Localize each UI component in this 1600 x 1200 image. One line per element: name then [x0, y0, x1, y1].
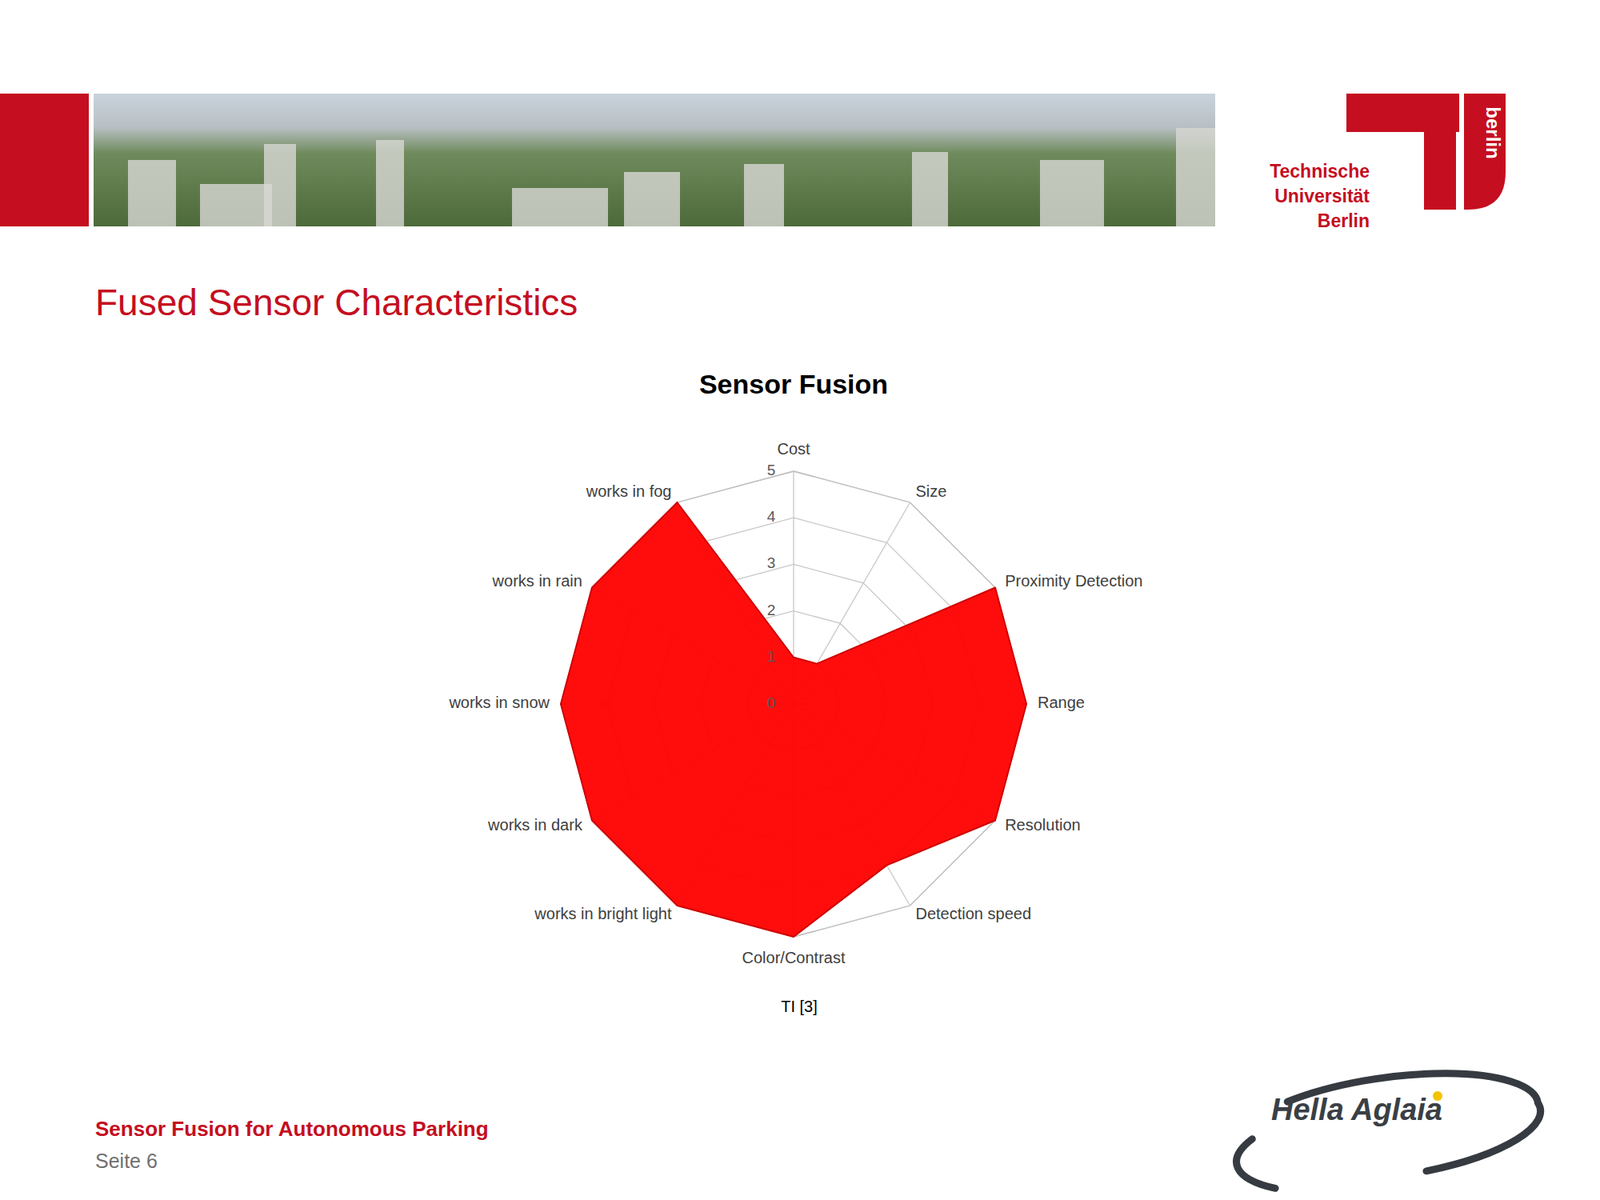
category-label: works in rain — [492, 572, 583, 590]
tick-label: 4 — [767, 508, 776, 525]
tick-label: 1 — [767, 648, 776, 665]
banner-building — [128, 160, 176, 227]
banner-building — [624, 172, 680, 227]
category-label: Cost — [776, 440, 811, 458]
banner-red-block — [0, 93, 89, 227]
banner-building — [912, 152, 948, 227]
banner-building — [1040, 160, 1104, 227]
radar-area — [560, 502, 1027, 937]
category-label: Size — [916, 482, 948, 500]
page-number: Seite 6 — [95, 1149, 158, 1172]
category-label: Range — [1037, 693, 1085, 712]
company-name: Hella Aglaia — [1271, 1092, 1443, 1127]
grid-ring — [560, 471, 1027, 937]
category-label: works in snow — [448, 693, 550, 712]
banner-building — [1176, 128, 1216, 227]
banner-building — [512, 188, 608, 227]
university-name: Berlin — [1317, 210, 1370, 232]
category-label: Proximity Detection — [1004, 572, 1143, 590]
footer-title: Sensor Fusion for Autonomous Parking — [95, 1116, 489, 1141]
category-label: Resolution — [1004, 816, 1081, 834]
university-name: Technische — [1269, 160, 1370, 182]
category-label: Color/Contrast — [742, 948, 846, 967]
tick-label: 5 — [767, 461, 776, 479]
tick-label: 0 — [767, 694, 776, 712]
logo-swoosh — [1227, 1056, 1547, 1197]
university-logo: Technische Universität Berlin berlin — [1269, 93, 1506, 232]
banner-photo — [93, 93, 1216, 227]
banner-building — [376, 140, 404, 227]
logo-u — [1464, 93, 1506, 210]
banner-buildings — [128, 128, 1216, 227]
category-label: works in bright light — [533, 904, 672, 923]
company-logo — [1227, 1056, 1547, 1197]
banner-building — [200, 184, 272, 227]
banner-building — [744, 164, 784, 227]
university-badge: berlin — [1482, 106, 1504, 159]
radial-axis: 0 1 2 3 4 5 — [767, 461, 776, 712]
tick-label: 3 — [767, 554, 776, 572]
category-label: works in fog — [585, 482, 672, 500]
radar-chart: 0 1 2 3 4 5Cost Size Proximity Detection Range Re… — [448, 440, 1143, 967]
source-caption: TI [3] — [780, 997, 818, 1016]
chart-title: Sensor Fusion — [699, 368, 888, 400]
category-labels: Cost Size Proximity Detection Range Resoluti… — [448, 440, 1143, 967]
category-label: works in dark — [487, 816, 584, 834]
slide: Technische Universität Berlin berlin Fused S… — [0, 0, 1600, 1200]
tick-label: 2 — [767, 601, 776, 619]
slide-title: Fused Sensor Characteristics — [95, 281, 578, 324]
logo-t-stem — [1424, 93, 1456, 210]
category-label: Detection speed — [916, 904, 1032, 923]
plot-area — [560, 502, 1027, 937]
axis-range — [560, 471, 1027, 937]
university-name: Universität — [1274, 185, 1370, 207]
logo-dot — [1432, 1091, 1443, 1101]
grid — [560, 471, 1027, 937]
